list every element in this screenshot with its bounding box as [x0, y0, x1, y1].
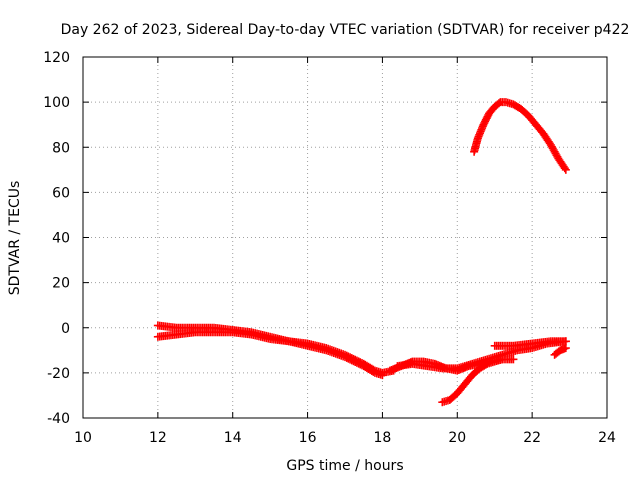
y-tick-label: 100: [43, 95, 70, 111]
y-axis-label: SDTVAR / TECUs: [7, 181, 23, 296]
plot-frame: [82, 56, 608, 419]
x-tick-label: 10: [74, 430, 92, 446]
x-tick-label: 22: [523, 430, 541, 446]
y-tick-label: 40: [52, 231, 70, 247]
x-tick-label: 24: [598, 430, 616, 446]
x-tick-label: 20: [448, 430, 466, 446]
x-tick-label: 18: [374, 430, 392, 446]
data-point: [378, 371, 387, 380]
series-track-d: [393, 337, 570, 373]
y-tick-label: -40: [47, 411, 70, 427]
y-tick-label: 0: [61, 321, 70, 337]
x-axis-label: GPS time / hours: [286, 458, 403, 474]
data-points: [153, 98, 570, 407]
data-point: [498, 355, 507, 364]
data-point: [561, 165, 570, 174]
y-tick-label: -20: [47, 366, 70, 382]
axis-ticks: 10 12 14 16 18 20 22 24 -40 -20 0 20 40 60 80 100 120: [43, 50, 616, 446]
series-track-h: [470, 98, 570, 174]
data-point: [560, 164, 569, 173]
x-tick-label: 12: [149, 430, 167, 446]
data-point: [369, 367, 378, 376]
data-point: [561, 344, 570, 353]
y-tick-label: 80: [52, 140, 70, 156]
y-tick-label: 120: [43, 50, 70, 66]
data-point: [561, 337, 570, 346]
data-point: [509, 355, 518, 364]
grid: [83, 57, 607, 418]
x-tick-label: 14: [224, 430, 242, 446]
series-track-g: [550, 344, 570, 359]
chart-title: Day 262 of 2023, Sidereal Day-to-day VTE…: [61, 22, 630, 38]
y-tick-label: 20: [52, 276, 70, 292]
y-tick-label: 60: [52, 185, 70, 201]
series-track-b: [153, 328, 387, 380]
x-tick-label: 16: [299, 430, 317, 446]
series-track-f: [490, 337, 570, 350]
series-track-e: [438, 355, 507, 407]
